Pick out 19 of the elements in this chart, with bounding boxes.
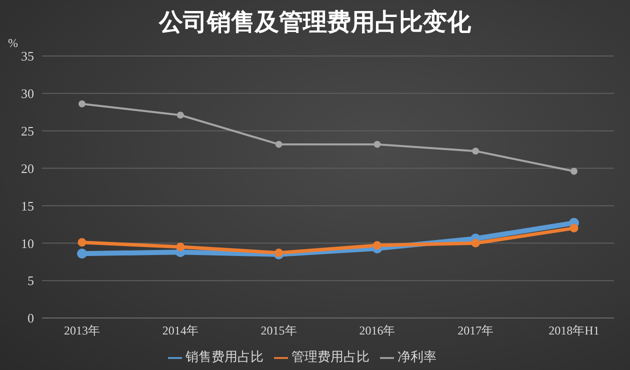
legend-label: 销售费用占比 [186, 349, 264, 364]
y-axis-title: % [8, 36, 18, 51]
y-tick-label: 15 [21, 198, 34, 214]
x-tick-label: 2014年 [162, 324, 198, 338]
y-tick-label: 35 [21, 48, 34, 64]
y-tick-label: 30 [21, 86, 34, 102]
y-tick-label: 25 [21, 123, 34, 138]
x-tick-label: 2016年 [359, 324, 396, 338]
x-tick-label: 2015年 [260, 324, 297, 338]
y-tick-label: 20 [21, 160, 34, 176]
y-tick-label: 5 [28, 273, 34, 288]
y-tick-label: 0 [28, 310, 34, 326]
x-tick-label: 2013年 [64, 324, 100, 338]
legend-label: 管理费用占比 [292, 349, 370, 364]
y-tick-label: 10 [21, 236, 34, 251]
x-tick-label: 2017年 [458, 324, 494, 338]
legend-label: 净利率 [398, 349, 436, 364]
chart-title: 公司销售及管理费用占比变化 [159, 8, 471, 36]
x-tick-label: 2018年H1 [548, 324, 600, 338]
